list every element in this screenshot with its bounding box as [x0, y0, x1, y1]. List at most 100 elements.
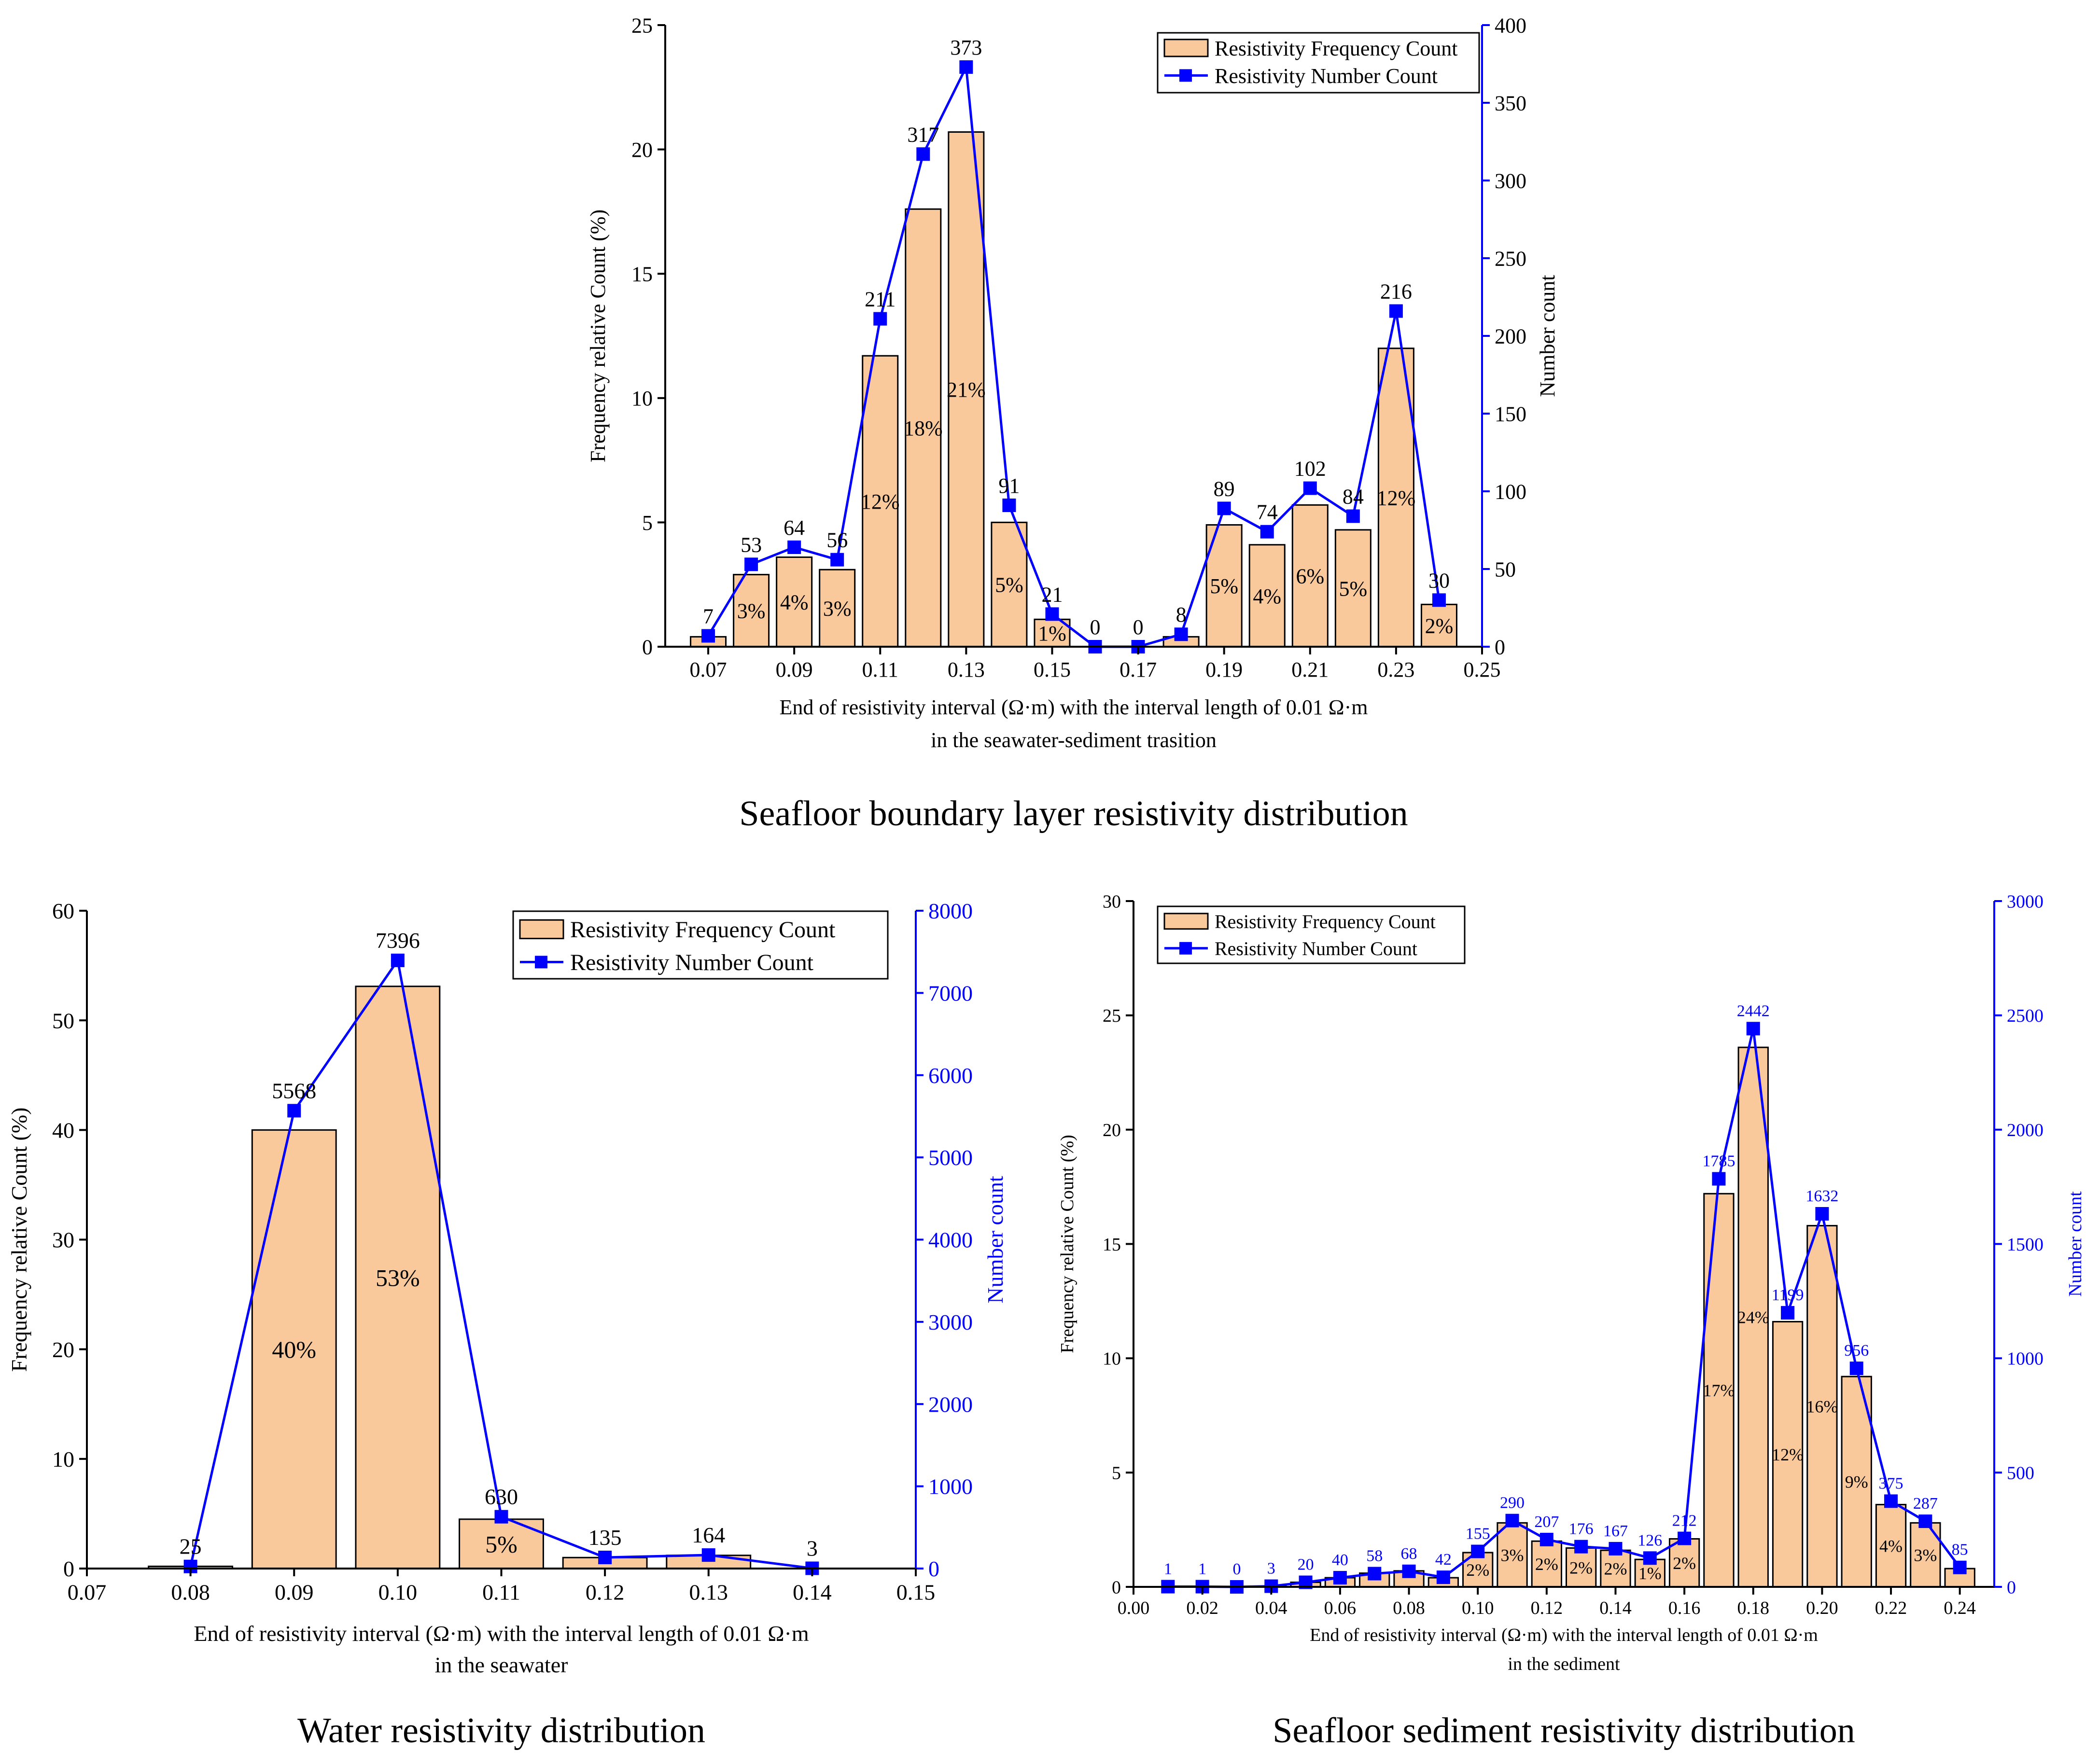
x-axis-title-line2: in the seawater-sediment trasition — [931, 728, 1217, 752]
line-data-label: 207 — [1534, 1513, 1559, 1531]
line-marker — [1045, 607, 1059, 621]
line-marker — [701, 629, 715, 643]
line-marker — [1712, 1172, 1726, 1186]
legend-bar-swatch — [1163, 913, 1209, 930]
left-axis-tick-label: 20 — [631, 138, 653, 162]
bar-percent-label: 21% — [947, 378, 986, 402]
line-data-label: 64 — [784, 516, 805, 540]
x-axis-title-line2: in the sediment — [1508, 1654, 1620, 1674]
bar — [1248, 544, 1286, 648]
line-data-label: 25 — [180, 1534, 202, 1559]
line-data-label: 68 — [1401, 1545, 1417, 1563]
x-axis-tick-label: 0.08 — [1393, 1598, 1425, 1618]
x-axis-title: End of resistivity interval (Ω·m) with t… — [1310, 1625, 1818, 1645]
line-data-label: 373 — [950, 36, 982, 59]
line-data-label: 5568 — [272, 1078, 316, 1103]
line-data-label: 53 — [741, 533, 762, 556]
line-data-label: 84 — [1343, 485, 1364, 509]
left-axis-tick-label: 10 — [52, 1447, 74, 1472]
line-marker — [1217, 501, 1231, 515]
bar-percent-label: 1% — [1038, 622, 1066, 645]
left-axis-tick-label: 5 — [1112, 1463, 1121, 1483]
x-axis-tick-label: 0.09 — [776, 658, 813, 681]
left-axis-tick-label: 20 — [52, 1337, 74, 1362]
bar — [1531, 1540, 1563, 1588]
line-data-label: 126 — [1637, 1531, 1662, 1549]
legend-bar-swatch — [519, 919, 564, 940]
line-marker — [873, 312, 887, 326]
x-axis-tick-label: 0.02 — [1186, 1598, 1218, 1618]
line-marker — [1609, 1542, 1623, 1556]
bar-percent-label: 2% — [1425, 614, 1454, 638]
line-marker — [1643, 1551, 1657, 1565]
line-marker — [744, 557, 758, 571]
line-data-label: 287 — [1913, 1495, 1938, 1513]
line-data-label: 102 — [1294, 457, 1326, 481]
line-data-label: 1199 — [1772, 1286, 1804, 1304]
right-axis-tick-label: 5000 — [928, 1145, 973, 1170]
line-marker — [1436, 1570, 1450, 1584]
x-axis-tick-label: 0.24 — [1944, 1598, 1976, 1618]
x-axis-tick-label: 0.20 — [1806, 1598, 1838, 1618]
line-marker — [1849, 1361, 1863, 1375]
bar — [1875, 1503, 1907, 1588]
line-data-label: 1 — [1198, 1560, 1206, 1578]
right-axis-tick-label: 6000 — [928, 1063, 973, 1088]
line-data-label: 1 — [1164, 1560, 1172, 1578]
bar-percent-label: 2% — [1466, 1560, 1489, 1580]
left-axis-tick-label: 15 — [1103, 1235, 1121, 1255]
left-axis-tick-label: 0 — [642, 635, 653, 659]
x-axis-tick-label: 0.25 — [1464, 658, 1501, 681]
line-marker — [1918, 1514, 1932, 1528]
right-axis-tick-label: 3000 — [2007, 891, 2043, 912]
line-marker — [1402, 1564, 1416, 1578]
line-marker — [1815, 1207, 1829, 1221]
bar — [355, 986, 441, 1570]
bar-percent-label: 2% — [1673, 1554, 1696, 1573]
line-marker — [287, 1104, 301, 1118]
left-axis-tick-label: 5 — [642, 511, 653, 535]
right-axis-tick-label: 3000 — [928, 1310, 973, 1334]
line-marker — [1539, 1532, 1553, 1546]
bar-percent-label: 3% — [1501, 1545, 1524, 1565]
chart-seafloor-sediment: 2%3% 2% 2% 2% 1%2%17%24%12%16%9%4% 3%1 1 0 3 20 40… — [1057, 891, 2085, 1750]
line-data-label: 164 — [692, 1523, 725, 1547]
line-marker — [1333, 1571, 1347, 1585]
x-axis-tick-label: 0.19 — [1205, 658, 1243, 681]
bar — [991, 521, 1028, 648]
right-axis-tick-label: 250 — [1495, 247, 1526, 270]
line-data-label: 155 — [1466, 1525, 1490, 1543]
line-data-label: 85 — [1952, 1541, 1968, 1559]
line-marker — [391, 953, 405, 967]
right-axis-tick-label: 2000 — [928, 1392, 973, 1417]
x-axis-tick-label: 0.16 — [1668, 1598, 1701, 1618]
bar-percent-label: 4% — [780, 591, 809, 614]
line-marker — [916, 147, 930, 161]
legend-bar-label: Resistivity Frequency Count — [570, 917, 836, 943]
line-data-label: 0 — [1133, 615, 1144, 639]
left-axis-tick-label: 25 — [1103, 1006, 1121, 1026]
line-data-label: 89 — [1214, 477, 1235, 500]
legend-line-marker — [535, 956, 547, 969]
bar — [1841, 1375, 1872, 1588]
bar-percent-label: 4% — [1879, 1536, 1903, 1556]
bar — [819, 569, 856, 648]
left-axis-tick-label: 30 — [52, 1228, 74, 1252]
bar-percent-label: 3% — [823, 597, 852, 621]
x-axis-tick-label: 0.12 — [1531, 1598, 1563, 1618]
bar-percent-label: 5% — [1339, 577, 1368, 600]
line-marker — [1368, 1567, 1382, 1581]
right-axis-tick-label: 150 — [1495, 402, 1526, 426]
x-axis-tick-label: 0.00 — [1118, 1598, 1150, 1618]
line-data-label: 20 — [1298, 1556, 1314, 1574]
x-axis-tick-label: 0.14 — [793, 1580, 832, 1604]
x-axis-tick-label: 0.23 — [1377, 658, 1414, 681]
right-axis-tick-label: 100 — [1495, 480, 1526, 503]
line-marker — [598, 1550, 612, 1564]
line-data-label: 40 — [1332, 1551, 1348, 1569]
right-axis-tick-label: 0 — [928, 1556, 939, 1581]
x-axis-tick-label: 0.22 — [1875, 1598, 1907, 1618]
legend-bar-label: Resistivity Frequency Count — [1215, 37, 1458, 60]
right-axis-tick-label: 0 — [2007, 1577, 2016, 1597]
